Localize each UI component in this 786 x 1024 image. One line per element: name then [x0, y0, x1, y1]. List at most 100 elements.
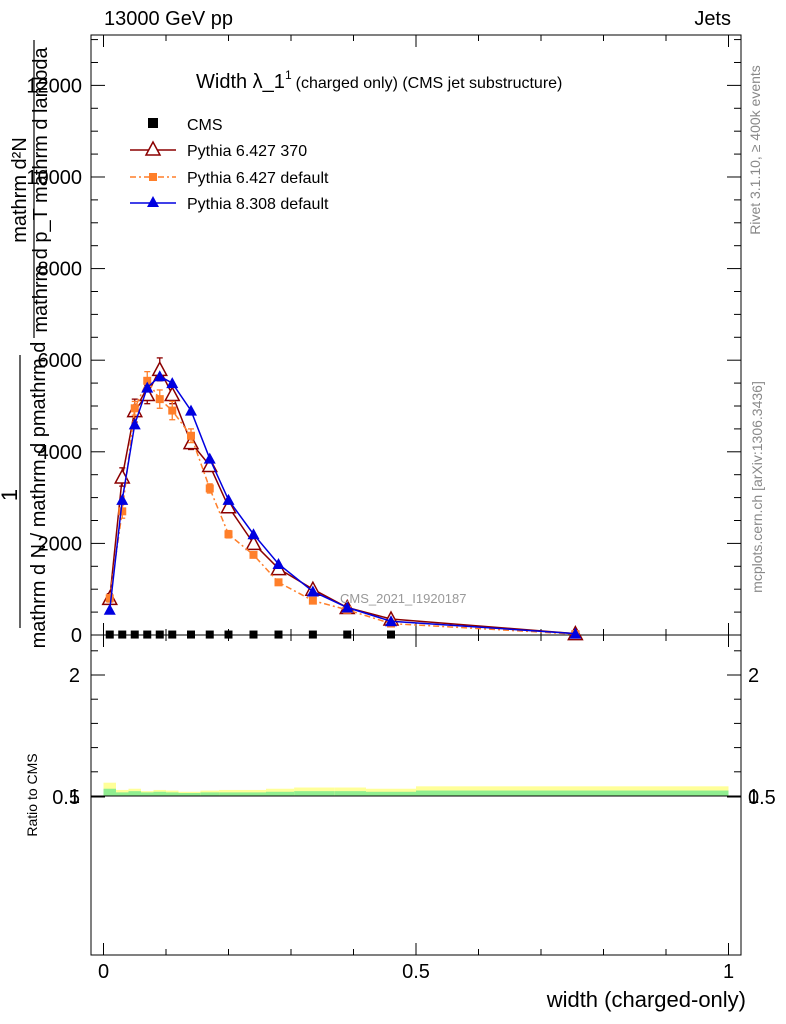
- py6-default-point: [168, 406, 177, 415]
- cms-data-point: [387, 630, 395, 639]
- cms-data-point: [187, 630, 195, 639]
- py8-default-point: [141, 381, 154, 393]
- py6-default-point: [118, 507, 127, 516]
- py6-default-point: [130, 404, 139, 413]
- y-tick-label: 2000: [38, 533, 83, 555]
- y-tick-label: 10000: [26, 167, 82, 189]
- ratio-tick-label-right: 1: [748, 786, 759, 808]
- mcplots-label: mcplots.cern.ch [arXiv:1306.3436]: [749, 381, 765, 593]
- py6-default-point: [249, 550, 258, 559]
- py8-default-point: [153, 370, 166, 382]
- ratio-y-axis-label: Ratio to CMS: [24, 753, 40, 836]
- py6-default-point: [308, 596, 317, 605]
- legend-marker-py8-default: [147, 196, 159, 207]
- x-tick-label: 0.5: [402, 961, 430, 983]
- py8-default-point: [569, 627, 582, 639]
- py6-default-point: [224, 530, 233, 539]
- py8-default-point: [272, 558, 285, 570]
- legend: CMS Pythia 6.427 370 Pythia 6.427 defaul…: [130, 117, 329, 213]
- y-tick-label: 8000: [38, 259, 83, 281]
- ratio-band-inner: [294, 791, 335, 797]
- series-layer: [101, 357, 584, 641]
- cms-data-point: [224, 630, 233, 639]
- y-axis-label-prefix: 1: [0, 489, 22, 501]
- ratio-tick-label-left: 1: [69, 786, 80, 808]
- py6-default-point: [205, 484, 214, 493]
- cms-data-point: [343, 630, 352, 639]
- ratio-tick-label-left: 0.5: [52, 787, 80, 809]
- py6-default-point: [274, 578, 283, 587]
- ratio-band-inner: [416, 790, 729, 797]
- py6-370-point: [245, 534, 262, 551]
- analysis-watermark: CMS_2021_I1920187: [340, 591, 467, 606]
- cms-data-point: [155, 630, 164, 639]
- ratio-tick-label-right: 0.5: [748, 787, 776, 809]
- py8-default-point: [385, 615, 397, 627]
- legend-marker-py6-default: [149, 173, 157, 181]
- py8-default-point: [103, 603, 116, 615]
- legend-label-py8-default: Pythia 8.308 default: [187, 196, 329, 213]
- cms-data-point: [205, 630, 214, 639]
- ratio-band-inner: [219, 792, 241, 797]
- ratio-band-inner: [103, 788, 116, 797]
- py6-370-point: [163, 385, 181, 402]
- ratio-band-inner: [116, 792, 129, 797]
- legend-marker-cms: [148, 118, 158, 128]
- x-tick-label: 1: [723, 961, 734, 983]
- legend-label-cms: CMS: [187, 117, 223, 134]
- ratio-band-inner: [200, 792, 220, 797]
- header-energy-label: 13000 GeV pp: [104, 8, 233, 30]
- ratio-band-inner: [166, 792, 179, 797]
- py6-370-point: [220, 498, 237, 514]
- rivet-label: Rivet 3.1.10, ≥ 400k events: [747, 65, 763, 235]
- py8-default-point: [222, 493, 235, 505]
- ratio-band-inner: [334, 791, 366, 797]
- legend-label-py6-default: Pythia 6.427 default: [187, 170, 329, 187]
- py6-default-point: [187, 431, 195, 440]
- ratio-band-inner: [366, 791, 416, 797]
- y-axis-label: 1 mathrm d²N mathrm d p_T mathrm d lambd…: [0, 40, 52, 648]
- py8-default-point: [185, 404, 197, 416]
- cms-data-point: [118, 630, 127, 639]
- y-tick-label: 0: [71, 625, 82, 647]
- py8-default-point: [116, 493, 129, 505]
- ratio-tick-label-left: 2: [69, 665, 80, 687]
- ratio-band-inner: [241, 792, 266, 797]
- py8-default-point: [306, 585, 319, 597]
- legend-marker-py6-370: [144, 140, 162, 156]
- header-process-label: Jets: [694, 8, 731, 30]
- ratio-band-inner: [178, 792, 201, 797]
- py8-default-point: [166, 377, 179, 389]
- py8-default-point: [341, 601, 354, 613]
- py6-default-point: [155, 395, 164, 404]
- chart-title: Width λ_11 (charged only) (CMS jet substr…: [196, 68, 562, 93]
- y-axis-label-numerator: mathrm d²N: [9, 137, 31, 243]
- py8-default-point: [203, 452, 216, 464]
- cms-data-point: [168, 630, 177, 639]
- cms-data-point: [143, 630, 152, 639]
- cms-data-point: [249, 630, 258, 639]
- ratio-band-inner: [128, 791, 141, 797]
- y-tick-label: 6000: [38, 350, 83, 372]
- y-tick-label: 12000: [26, 75, 82, 97]
- py8-default-point: [247, 528, 260, 540]
- py6-default-point: [143, 376, 152, 385]
- y-tick-label: 4000: [38, 442, 83, 464]
- cms-data-point: [308, 630, 317, 639]
- y-axis-label-denominator: mathrm d p_T mathrm d lambda: [30, 46, 52, 332]
- cms-data-point: [130, 630, 139, 639]
- py8-default-point: [128, 418, 141, 430]
- x-axis-label: width (charged-only): [546, 987, 746, 1012]
- ratio-band-inner: [153, 791, 166, 797]
- ratio-band-inner: [141, 792, 154, 797]
- ratio-tick-label-right: 2: [748, 665, 759, 687]
- cms-data-point: [105, 630, 114, 639]
- ratio-bands: [103, 782, 729, 797]
- py6-default-point: [105, 594, 114, 603]
- x-tick-label: 0: [98, 961, 109, 983]
- series-line-2: [109, 379, 576, 635]
- cms-data-point: [274, 630, 283, 639]
- legend-label-py6-370: Pythia 6.427 370: [187, 143, 307, 160]
